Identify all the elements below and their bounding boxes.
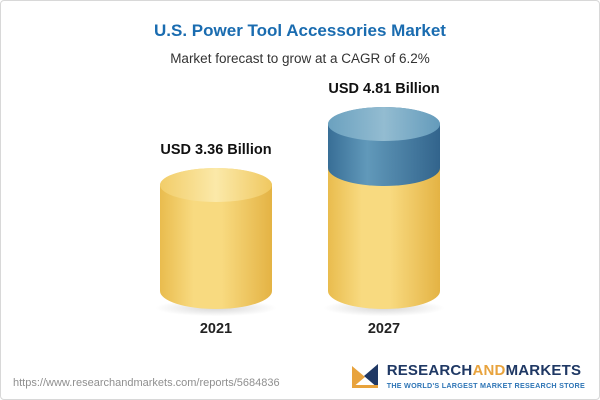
report-url: https://www.researchandmarkets.com/repor… <box>13 377 280 389</box>
logo-wordmark: RESEARCHANDMARKETS <box>387 362 581 379</box>
page-subtitle: Market forecast to grow at a CAGR of 6.2… <box>170 51 430 66</box>
cylinder-2027-growth <box>328 107 440 186</box>
cylinder-2027 <box>328 107 440 309</box>
cylinder-2027-wrap <box>318 107 450 317</box>
research-and-markets-logo-icon <box>350 361 380 391</box>
cylinder-2021 <box>160 167 272 309</box>
logo-word-research: RESEARCH <box>386 362 473 379</box>
year-label-2027: 2027 <box>367 321 401 337</box>
value-label-2027: USD 4.81 Billion <box>328 81 440 97</box>
bar-2021: USD 3.36 Billion 2021 <box>150 141 282 337</box>
logo-word-markets: MARKETS <box>505 362 582 379</box>
bar-2027: USD 4.81 Billion 2027 <box>318 81 450 337</box>
logo-word-and: AND <box>472 362 506 379</box>
year-label-2021: 2021 <box>199 321 233 337</box>
value-label-2021: USD 3.36 Billion <box>160 141 272 158</box>
cylinder-bar-chart: USD 3.36 Billion 2021 USD 4.81 Billion 2… <box>1 81 599 337</box>
logo-text-column: RESEARCHANDMARKETS THE WORLD'S LARGEST M… <box>387 362 585 390</box>
cylinder-2027-base <box>328 167 440 309</box>
cylinder-2021-wrap <box>150 167 282 317</box>
research-and-markets-logo: RESEARCHANDMARKETS THE WORLD'S LARGEST M… <box>350 361 585 391</box>
page-title: U.S. Power Tool Accessories Market <box>154 21 446 40</box>
logo-tagline: THE WORLD'S LARGEST MARKET RESEARCH STOR… <box>386 381 585 390</box>
